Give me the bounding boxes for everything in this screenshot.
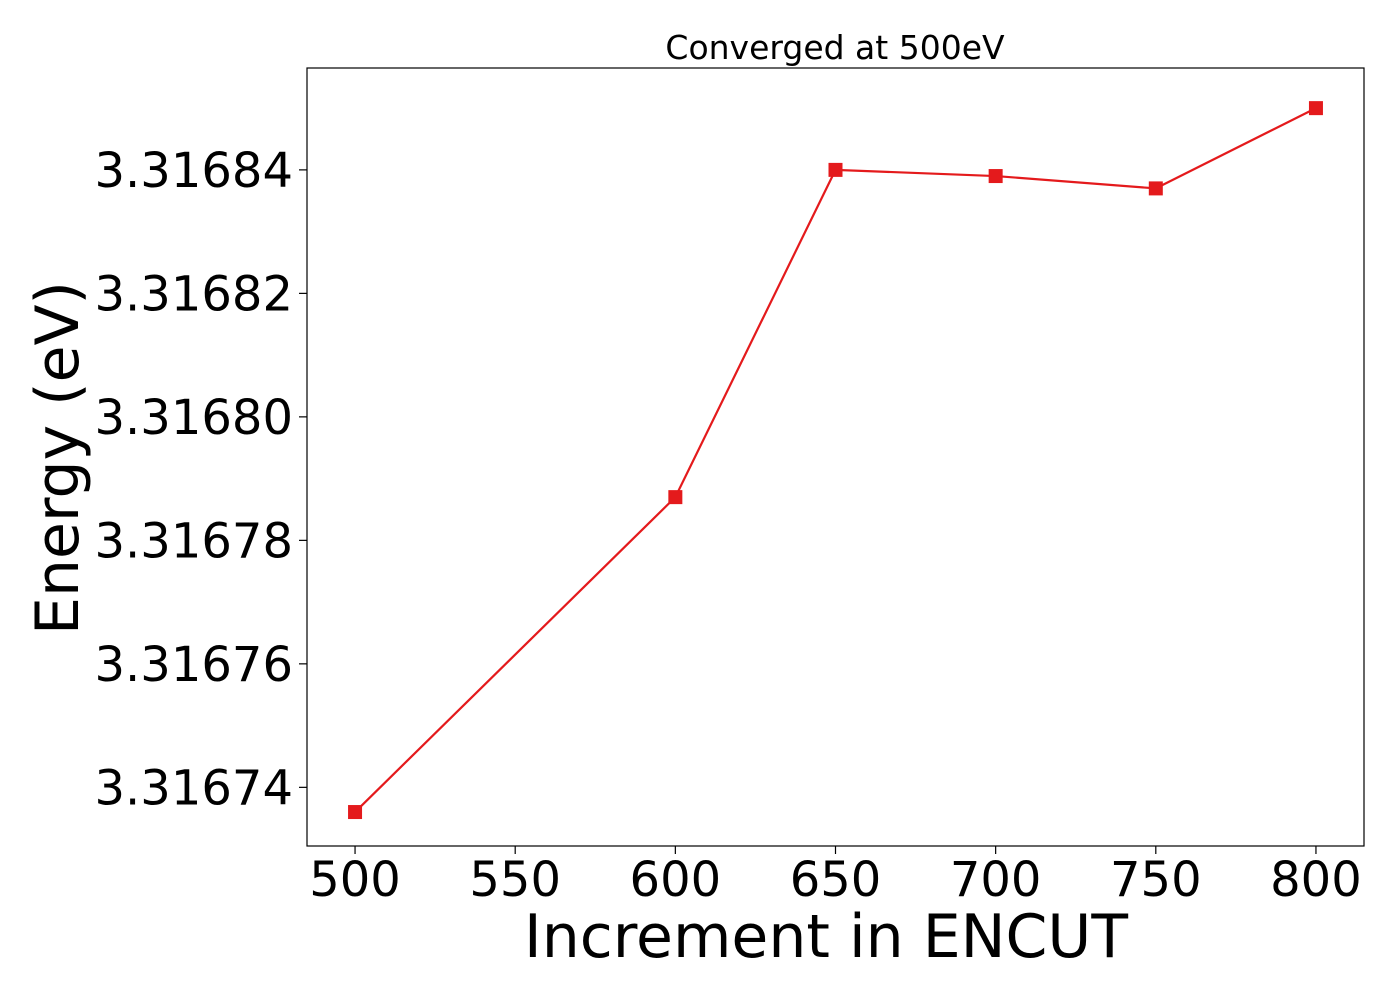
series-line	[354, 107, 1317, 813]
series-layer	[348, 101, 1323, 820]
x-axis-label: Increment in ENCUT	[524, 902, 1128, 972]
y-tick-label: 3.31676	[95, 637, 294, 693]
data-point-marker	[1308, 101, 1323, 116]
y-axis-label: Energy (eV)	[23, 281, 93, 635]
x-tick-label: 500	[309, 852, 401, 908]
chart-title: Converged at 500eV	[665, 28, 1005, 67]
x-tick-label: 700	[950, 852, 1042, 908]
x-tick-label: 750	[1110, 852, 1202, 908]
ticks-layer: 500 550 600 650 700 750 800 3.31674 3.31676 3.316…	[95, 143, 1362, 908]
x-tick-label: 600	[630, 852, 722, 908]
x-tick-label: 550	[469, 852, 561, 908]
data-point-marker	[1148, 181, 1163, 196]
plot-frame	[306, 67, 1365, 847]
y-tick-label: 3.31680	[95, 390, 294, 446]
data-point-marker	[988, 169, 1003, 184]
y-tick-label: 3.31674	[95, 760, 294, 816]
y-tick-label: 3.31678	[95, 513, 294, 569]
x-tick-label: 800	[1270, 852, 1362, 908]
y-tick-label: 3.31682	[95, 266, 294, 322]
data-point-marker	[828, 162, 843, 177]
y-tick-label: 3.31684	[95, 143, 294, 199]
data-point-marker	[348, 805, 363, 820]
data-point-marker	[668, 490, 683, 505]
x-tick-label: 650	[790, 852, 882, 908]
